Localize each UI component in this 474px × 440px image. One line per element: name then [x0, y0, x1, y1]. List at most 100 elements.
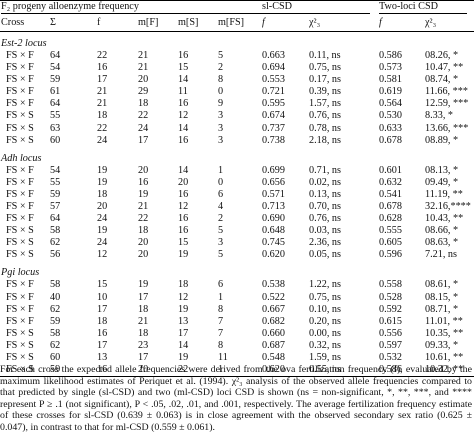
- two-chi-cell: 10.47, **: [425, 62, 464, 74]
- table-row: FS × S 60 13 17 19 11 0.548 1.59, ns 0.532 10.61,…: [0, 352, 474, 364]
- cross-cell: FS × F: [6, 74, 34, 86]
- section-title: Pgi locus: [1, 267, 40, 279]
- f-cell: 24: [97, 237, 108, 249]
- sigma-cell: 58: [50, 327, 61, 339]
- group-header-sl: sl-CSD: [262, 1, 370, 15]
- sl-chi-cell: 0.13, ns: [309, 188, 341, 200]
- mf-cell: 20: [138, 237, 149, 249]
- two-f-cell: 0.605: [379, 237, 402, 249]
- two-f-cell: 0.564: [379, 98, 402, 110]
- two-chi-cell: 7.21, ns: [425, 249, 457, 261]
- table-row: FS × F 59 18 21 13 7 0.682 0.20, ns 0.615 11.01, …: [0, 316, 474, 328]
- ms-cell: 13: [178, 315, 189, 327]
- cross-cell: FS × S: [6, 110, 34, 122]
- ms-cell: 14: [178, 339, 189, 351]
- sl-f-cell: 0.694: [262, 62, 285, 74]
- mfs-cell: 7: [218, 315, 224, 327]
- f-cell: 22: [97, 122, 108, 134]
- mfs-cell: 1: [218, 291, 224, 303]
- f-cell: 16: [97, 62, 108, 74]
- sl-chi-cell: 0.78, ns: [309, 122, 341, 134]
- cross-cell: FS × S: [6, 339, 34, 351]
- sigma-cell: 54: [50, 62, 61, 74]
- sl-f-cell: 0.595: [262, 98, 285, 110]
- table-row: FS × S 56 12 20 19 5 0.620 0.05, ns 0.596 7.21, n…: [0, 249, 474, 261]
- sl-chi-cell: 0.76, ns: [309, 213, 341, 225]
- mfs-cell: 5: [218, 49, 224, 61]
- sigma-cell: 60: [50, 134, 61, 146]
- ms-cell: 20: [178, 176, 189, 188]
- table-row: FS × F 64 24 22 16 2 0.690 0.76, ns 0.628 10.43, …: [0, 213, 474, 225]
- two-chi-cell: 08.66, *: [425, 225, 459, 237]
- table-row: FS × F 55 19 16 20 0 0.656 0.02, ns 0.632 09.49, …: [0, 177, 474, 189]
- f-cell: 18: [97, 188, 108, 200]
- sigma-cell: 62: [50, 237, 61, 249]
- cross-cell: FS × S: [6, 237, 34, 249]
- two-chi-cell: 10.43, **: [425, 213, 464, 225]
- table-row: FS × F 54 16 21 15 2 0.694 0.75, ns 0.573 10.47, …: [0, 62, 474, 74]
- section-header-row: Adh locus: [0, 147, 474, 165]
- f-cell: 19: [97, 176, 108, 188]
- two-f-cell: 0.678: [379, 134, 402, 146]
- sigma-cell: 59: [50, 315, 61, 327]
- sl-chi-cell: 0.10, ns: [309, 303, 341, 315]
- table-row: FS × F 61 21 29 11 0 0.721 0.39, ns 0.619 11.66, …: [0, 86, 474, 98]
- two-chi-cell: 8.33, *: [425, 110, 454, 122]
- ms-cell: 18: [178, 279, 189, 291]
- f-cell: 18: [97, 110, 108, 122]
- table-row: FS × F 54 19 20 14 1 0.699 0.71, ns 0.601 08.13, …: [0, 165, 474, 177]
- f-cell: 21: [97, 86, 108, 98]
- sl-chi-cell: 0.76, ns: [309, 110, 341, 122]
- mfs-cell: 1: [218, 364, 262, 378]
- sl-f-cell: 0.713: [262, 200, 285, 212]
- sigma-cell: 59: [50, 74, 61, 86]
- mf-cell: 20: [138, 74, 149, 86]
- sl-chi-cell: 0.70, ns: [309, 200, 341, 212]
- two-chi-cell: 08.26, *: [425, 49, 459, 61]
- cross-cell: FS × F: [6, 303, 34, 315]
- sl-f-cell: 0.553: [262, 74, 285, 86]
- sigma-cell: 59: [50, 188, 61, 200]
- sigma-cell: 64: [50, 49, 61, 61]
- col-header-sigma: Σ: [50, 15, 97, 32]
- sl-f-cell: 0.738: [262, 134, 285, 146]
- sl-f-cell: 0.620: [262, 249, 285, 261]
- cross-cell: FS × S: [6, 122, 34, 134]
- cross-cell: FS × S: [6, 225, 34, 237]
- ms-cell: 12: [178, 200, 189, 212]
- cross-cell: FS × F: [6, 291, 34, 303]
- sl-chi-cell: 0.05, ns: [309, 249, 341, 261]
- f-cell: 10: [97, 291, 108, 303]
- mf-cell: 24: [138, 122, 149, 134]
- cross-cell: FS × S: [6, 134, 34, 146]
- mf-cell: 18: [138, 327, 149, 339]
- table-row: FS × F 57 20 21 12 4 0.713 0.70, ns 0.678 32.16,*…: [0, 201, 474, 213]
- f-cell: 16: [97, 364, 138, 378]
- two-chi-cell: 12.59, ***: [425, 98, 469, 110]
- col-header-cross: Cross: [0, 15, 50, 32]
- mf-cell: 18: [138, 225, 149, 237]
- sl-chi-cell: 0.17, ns: [309, 74, 341, 86]
- sl-chi-cell: 0.03, ns: [309, 225, 341, 237]
- table-row: FS × F 59 17 20 14 8 0.553 0.17, ns 0.581 08.74, …: [0, 74, 474, 86]
- two-chi-cell: 32.16,****: [425, 200, 471, 212]
- two-chi-cell: 08.71, *: [425, 303, 459, 315]
- table-row: FS × F 40 10 17 12 1 0.522 0.75, ns 0.528 08.15, …: [0, 292, 474, 304]
- f-cell: 13: [97, 352, 108, 363]
- mfs-cell: 8: [218, 339, 224, 351]
- group-header-f2-cell: F₂ progeny alloenzyme frequency: [0, 0, 279, 15]
- mf-cell: 20: [138, 249, 149, 261]
- cross-cell: FS × S: [6, 352, 34, 363]
- ms-cell: 16: [178, 134, 189, 146]
- two-chi-cell: 09.49, *: [425, 176, 459, 188]
- two-f-cell: 0.619: [379, 86, 402, 98]
- section-header-row: Est-2 locus: [0, 32, 474, 51]
- sl-f-cell: 0.571: [262, 188, 285, 200]
- f-cell: 15: [97, 279, 108, 291]
- cross-cell: FS × F: [6, 86, 34, 98]
- cross-cell: FS × S: [0, 364, 50, 378]
- col-header-ms: m[S]: [178, 15, 218, 32]
- column-header-row: Cross Σ f m[F] m[S] m[FS] f χ²₃ f χ²₃: [0, 15, 474, 32]
- mf-cell: 16: [138, 176, 149, 188]
- f-cell: 19: [97, 164, 108, 176]
